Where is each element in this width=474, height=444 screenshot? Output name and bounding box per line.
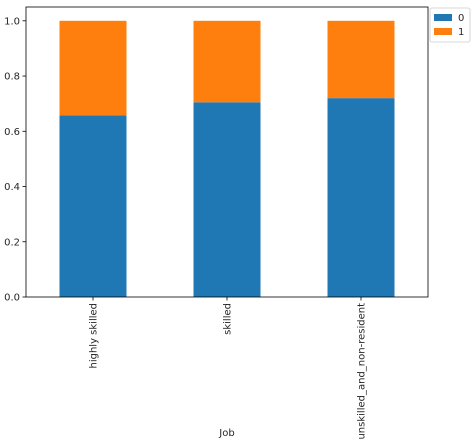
y-axis: 0.0 0.2 0.4 0.6 0.8 1.0 <box>4 16 26 304</box>
bar-series-1-2 <box>193 20 261 103</box>
legend-label-0: 0 <box>458 13 464 24</box>
y-tick-label: 0.6 <box>4 127 20 138</box>
y-tick-label: 0.2 <box>4 237 20 248</box>
y-tick-label: 0.0 <box>4 293 20 304</box>
x-tick-label: skilled <box>223 303 234 335</box>
x-tick-label: highly skilled <box>89 303 100 369</box>
y-tick-label: 1.0 <box>4 16 20 27</box>
bar-series-0-3 <box>327 98 395 298</box>
legend-swatch-1 <box>434 28 452 35</box>
legend-swatch-0 <box>434 14 452 21</box>
y-tick-label: 0.8 <box>4 72 20 83</box>
bars-layer <box>59 20 395 298</box>
bar-series-1-1 <box>59 20 127 116</box>
bar-series-1-3 <box>327 20 395 99</box>
bar-series-0-1 <box>59 115 127 298</box>
x-axis-label: Job <box>218 428 234 439</box>
bar-series-0-2 <box>193 102 261 298</box>
x-tick-label: unskilled_and_non-resident <box>357 303 368 440</box>
legend-label-1: 1 <box>458 27 464 38</box>
y-tick-label: 0.4 <box>4 182 20 193</box>
x-axis: highly skilled skilled unskilled_and_non-r… <box>89 297 368 440</box>
legend: 01 <box>429 7 471 43</box>
